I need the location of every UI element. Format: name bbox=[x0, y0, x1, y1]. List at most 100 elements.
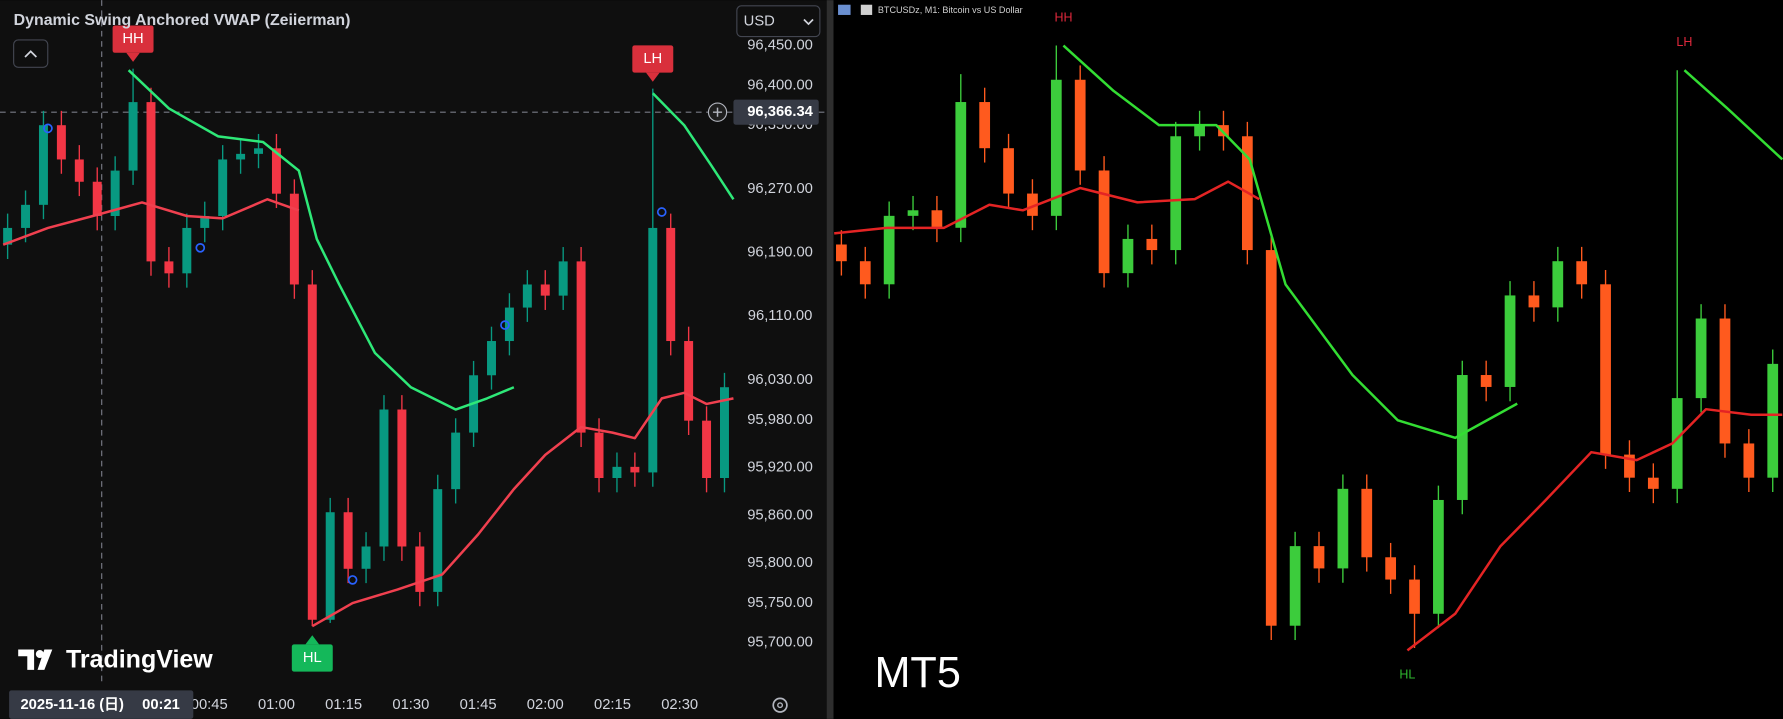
vwap-line bbox=[127, 69, 515, 411]
currency-box[interactable] bbox=[736, 5, 821, 38]
annotation-label: LH bbox=[1676, 35, 1692, 49]
candle-body bbox=[883, 215, 895, 285]
candle-body bbox=[907, 210, 919, 216]
candle-body bbox=[612, 466, 622, 478]
chevron[interactable] bbox=[803, 18, 814, 26]
candle-body bbox=[146, 102, 156, 262]
collapse-icon[interactable] bbox=[24, 50, 37, 58]
currency-select[interactable]: USD bbox=[736, 5, 821, 38]
candle-body bbox=[1456, 375, 1468, 500]
annotation-box bbox=[112, 25, 154, 53]
x-tick-label: 00:45 bbox=[191, 697, 228, 713]
candle-body bbox=[254, 148, 263, 154]
settings-core[interactable] bbox=[777, 702, 784, 709]
annotation-label: LH bbox=[643, 51, 662, 67]
settings-button[interactable] bbox=[772, 697, 788, 713]
candle-body bbox=[1337, 488, 1349, 569]
y-tick-label: 95,700.00 bbox=[747, 635, 813, 651]
candle-body bbox=[1027, 193, 1038, 216]
tv-logo: TradingView bbox=[18, 645, 213, 673]
candle-body bbox=[836, 244, 847, 262]
candle-body bbox=[594, 432, 604, 478]
swing-marker bbox=[195, 243, 206, 253]
candle-body bbox=[218, 159, 228, 216]
candle-body bbox=[361, 546, 371, 569]
candle-body bbox=[1146, 238, 1158, 251]
candle-body bbox=[1194, 125, 1205, 137]
candle-body bbox=[1170, 136, 1182, 251]
vwap-line bbox=[1062, 44, 1518, 440]
y-tick-label: 95,920.00 bbox=[747, 460, 813, 476]
annotation-box bbox=[291, 644, 333, 672]
settings-icon[interactable] bbox=[772, 697, 788, 713]
candle-body bbox=[1671, 398, 1683, 489]
vwap-line bbox=[1683, 69, 1783, 161]
tv-chart: 96,450.0096,400.0096,350.0096,270.0096,1… bbox=[0, 0, 827, 719]
candle-body bbox=[56, 125, 66, 160]
crosshair-date: 2025-11-16 (日) bbox=[20, 696, 123, 713]
y-tick-label: 96,110.00 bbox=[748, 308, 813, 324]
swing-marker bbox=[500, 320, 510, 330]
candle-body bbox=[1409, 579, 1420, 614]
candle-body bbox=[1600, 284, 1611, 455]
candle-body bbox=[719, 387, 729, 478]
candle-body bbox=[21, 204, 31, 228]
candle-body bbox=[955, 102, 967, 228]
crosshair-price-box bbox=[733, 99, 819, 125]
candle-body bbox=[1719, 318, 1731, 444]
candle-body bbox=[182, 227, 192, 274]
watermark: MT5 bbox=[874, 649, 960, 697]
candle-body bbox=[1504, 295, 1516, 387]
candle-body bbox=[1050, 79, 1062, 216]
vwap-line bbox=[834, 180, 1260, 235]
annotation-box bbox=[632, 45, 674, 73]
collapse-button[interactable] bbox=[13, 39, 49, 68]
tv-panel bbox=[0, 0, 827, 719]
watermark: TradingView bbox=[66, 645, 213, 673]
y-tick-label: 95,800.00 bbox=[747, 555, 813, 571]
candle-body bbox=[558, 261, 568, 296]
mt5-panel bbox=[833, 0, 1783, 719]
candle-body bbox=[859, 261, 871, 285]
mt5-title: BTCUSDz, M1: Bitcoin vs US Dollar bbox=[878, 5, 1023, 15]
candle-body bbox=[1695, 318, 1707, 399]
candle-body bbox=[271, 148, 281, 194]
y-tick-label: 96,270.00 bbox=[747, 181, 813, 197]
candle-body bbox=[433, 489, 443, 592]
collapse-box[interactable] bbox=[13, 39, 49, 68]
candle-body bbox=[522, 284, 532, 308]
candle-body bbox=[1647, 477, 1659, 489]
x-tick-label: 02:00 bbox=[527, 697, 564, 713]
candle-body bbox=[200, 215, 210, 228]
y-tick-label: 96,400.00 bbox=[747, 77, 813, 93]
vwap-line bbox=[1406, 407, 1783, 652]
candle-body bbox=[128, 102, 138, 171]
y-tick-label: 95,750.00 bbox=[747, 595, 813, 611]
candle-body bbox=[666, 227, 676, 342]
candle-body bbox=[1313, 546, 1325, 569]
mt5-icon bbox=[860, 4, 873, 15]
crosshair-add-icon bbox=[712, 107, 723, 117]
candle-body bbox=[38, 125, 48, 205]
x-tick-label: 02:15 bbox=[594, 697, 631, 713]
candle-body bbox=[236, 153, 246, 160]
candle-body bbox=[702, 420, 712, 478]
vwap-line bbox=[2, 198, 300, 246]
candle-body bbox=[487, 341, 496, 376]
swing-marker bbox=[347, 575, 358, 585]
candle-body bbox=[1576, 261, 1588, 285]
y-tick-label: 96,450.00 bbox=[747, 37, 813, 53]
x-tick-label: 02:30 bbox=[661, 697, 698, 713]
candle-body bbox=[1218, 125, 1229, 137]
mt5-chart: HH LH HL bbox=[834, 11, 1783, 682]
annotation-pointer bbox=[645, 72, 660, 82]
vwap-line bbox=[311, 391, 734, 628]
candle-body bbox=[1074, 79, 1086, 171]
candle-body bbox=[540, 284, 550, 296]
annotation-label: HL bbox=[303, 650, 322, 666]
crosshair-price: 96,366.34 bbox=[747, 104, 813, 120]
currency[interactable]: USD bbox=[744, 14, 775, 30]
x-tick-label: 01:00 bbox=[258, 697, 295, 713]
